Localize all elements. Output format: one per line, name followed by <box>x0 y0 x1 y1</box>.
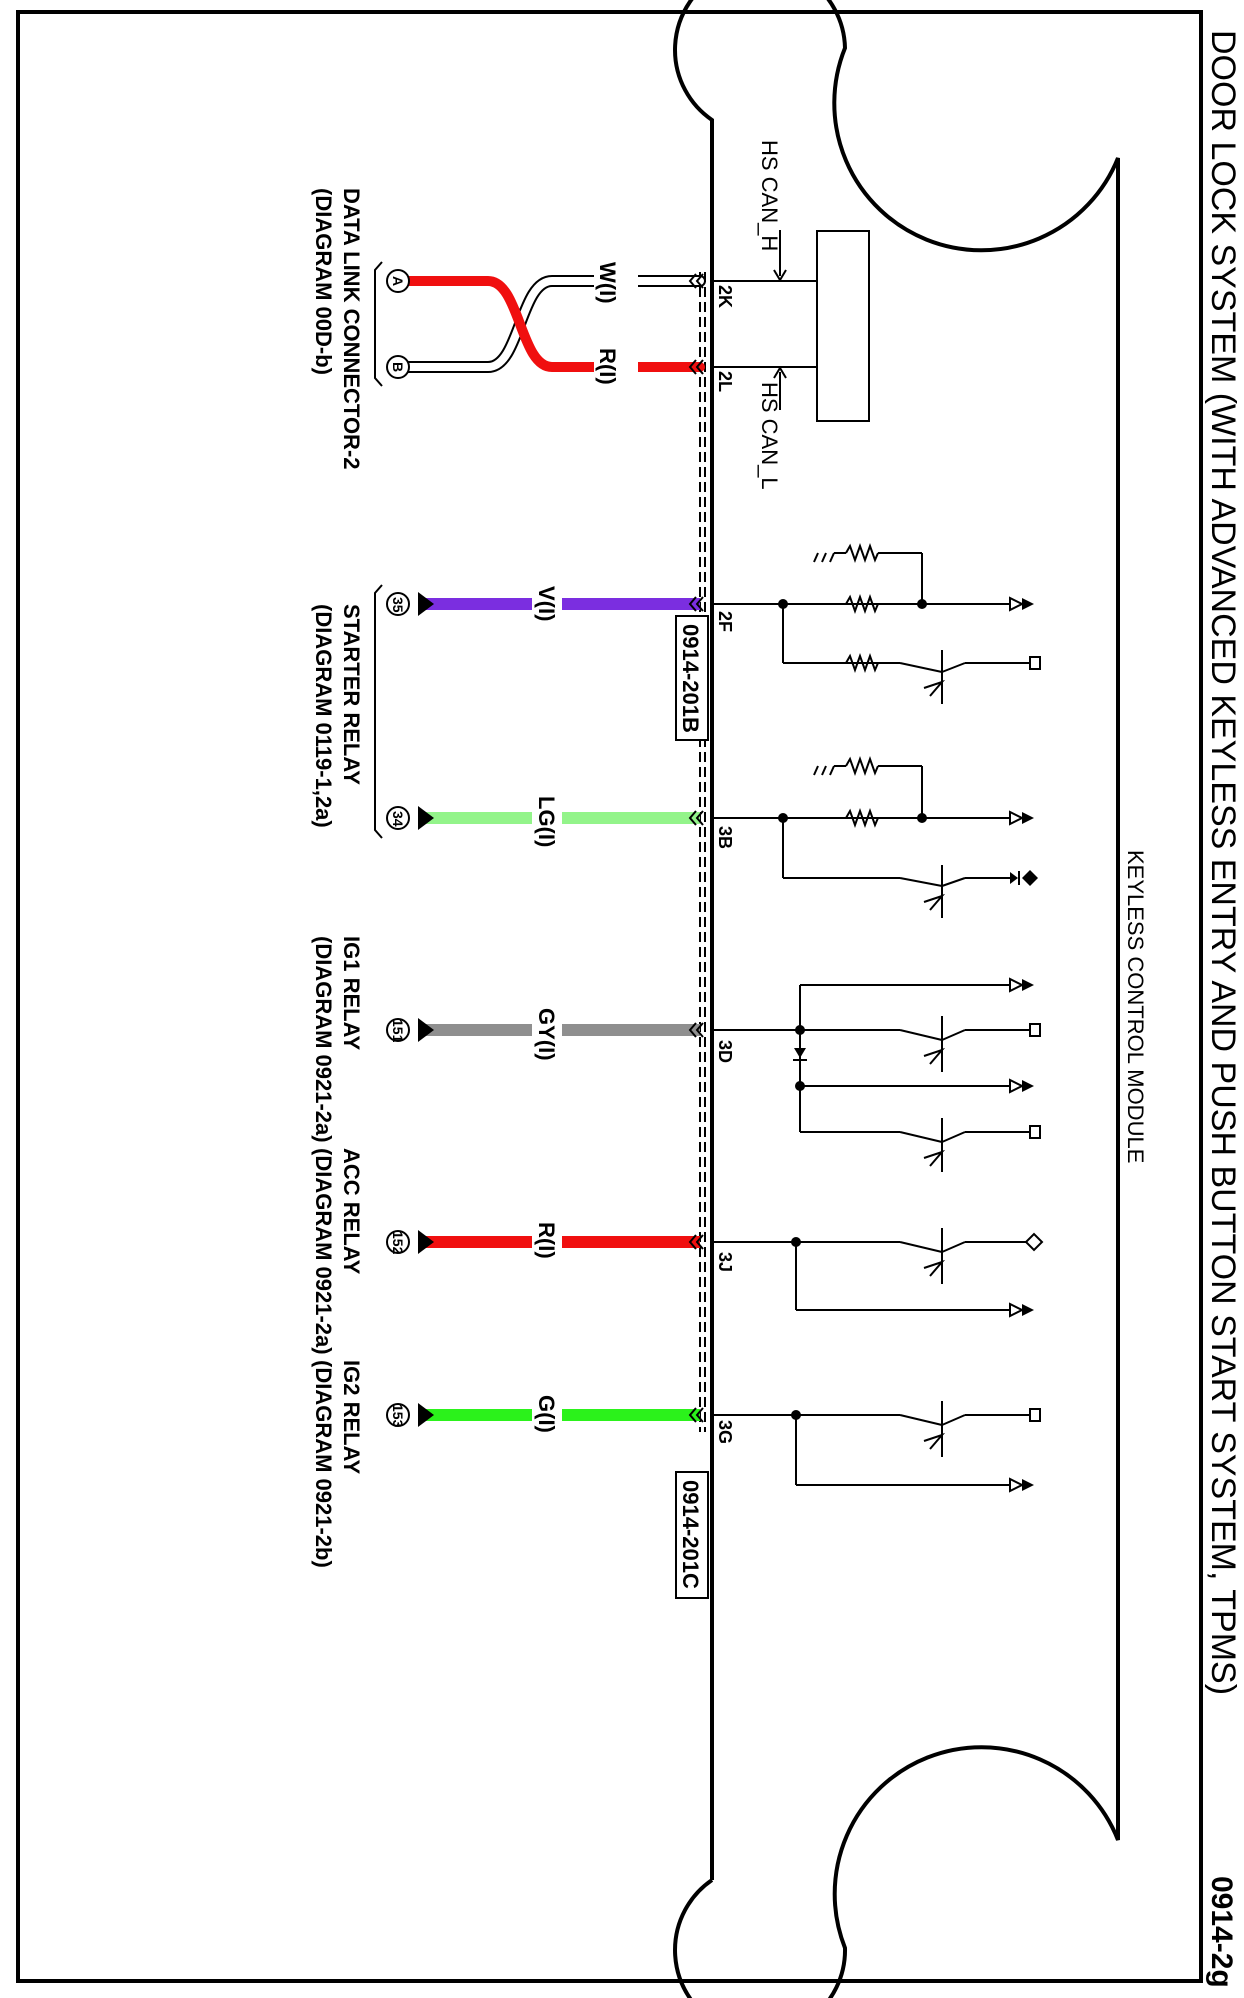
terminal-151: 151 <box>390 1019 406 1043</box>
wire-label-bg <box>532 582 562 628</box>
terminal-152-circle <box>386 1230 410 1254</box>
internal-circuit <box>712 543 1030 1486</box>
signal-can-h: HS CAN_H <box>757 140 782 251</box>
wire-label-v: V(I) <box>534 586 559 621</box>
module-label: KEYLESS CONTROL MODULE <box>1123 850 1148 1163</box>
can-transceiver-box <box>816 230 870 422</box>
shield-bundle <box>699 272 706 1432</box>
dest-starter-ref: (DIAGRAM 0119-1,2a) <box>311 604 336 828</box>
dest-starter-name: STARTER RELAY <box>339 604 364 785</box>
wire-label-lg: LG(I) <box>534 796 559 847</box>
terminal-35: 35 <box>390 597 406 613</box>
pin-3D: 3D <box>715 1040 735 1063</box>
wire-r-can-l <box>395 276 705 372</box>
wire-label-g: G(I) <box>534 1395 559 1433</box>
pin-3J: 3J <box>715 1252 735 1272</box>
wire-label-bg <box>532 1004 562 1062</box>
terminal-153-circle <box>386 1403 410 1427</box>
can-h-arrow-icon <box>773 269 787 282</box>
terminal-151-circle <box>386 1018 410 1042</box>
terminal-152: 152 <box>390 1231 406 1255</box>
pin-2L: 2L <box>715 371 735 392</box>
terminal-153: 153 <box>390 1404 406 1428</box>
connector-ref-box-lower <box>675 1471 709 1599</box>
dest-ig2-name: IG2 RELAY <box>339 1360 364 1474</box>
dest-ig2-ref: (DIAGRAM 0921-2b) <box>311 1360 336 1568</box>
dest-acc-ref: (DIAGRAM 0921-2a) <box>311 1148 336 1355</box>
wire-label-gy: GY(I) <box>534 1008 559 1061</box>
wire-label-bg <box>594 258 638 304</box>
dest-ig1-name: IG1 RELAY <box>339 936 364 1050</box>
keyless-control-module-outline <box>673 0 1120 1998</box>
diode-icon <box>793 1048 807 1061</box>
internal-terminals <box>1009 596 1044 1493</box>
diagram-title: DOOR LOCK SYSTEM (WITH ADVANCED KEYLESS … <box>1204 30 1242 1695</box>
terminal-34: 34 <box>390 811 406 827</box>
pin-3B: 3B <box>715 826 735 849</box>
terminal-a: A <box>390 276 406 286</box>
diagram-code: 0914-2g <box>1205 1876 1238 1988</box>
terminal-a-circle <box>386 269 410 293</box>
wire-label-r-can: R(I) <box>595 348 620 385</box>
connector-ref-box-upper <box>675 615 709 741</box>
connector-ref-lower: 0914-201C <box>678 1480 703 1589</box>
wire-label-bg <box>532 792 562 850</box>
dlc-bracket <box>374 261 383 387</box>
pin-3G: 3G <box>715 1420 735 1444</box>
dest-dlc-name: DATA LINK CONNECTOR-2 <box>339 188 364 470</box>
pin-2F: 2F <box>715 611 735 632</box>
wire-w-can-h <box>394 275 706 373</box>
wire-label-bg <box>532 1218 562 1264</box>
pin-2K: 2K <box>715 285 735 308</box>
dest-dlc-ref: (DIAGRAM 00D-b) <box>311 188 336 375</box>
dest-acc-name: ACC RELAY <box>339 1148 364 1275</box>
dest-ig1-ref: (DIAGRAM 0921-2a) <box>311 936 336 1143</box>
starter-bracket <box>374 584 383 839</box>
connector-ref-upper: 0914-201B <box>678 624 703 733</box>
terminal-35-circle <box>386 592 410 616</box>
wire-label-r-acc: R(I) <box>534 1222 559 1259</box>
junction-dots <box>778 599 927 1420</box>
terminal-34-circle <box>386 806 410 830</box>
wire-label-bg <box>532 1391 562 1437</box>
wire-label-w: W(I) <box>595 262 620 304</box>
wire-label-bg <box>594 344 638 390</box>
page-frame <box>16 10 1203 1983</box>
can-l-arrow-icon <box>773 366 787 379</box>
terminal-b: B <box>390 362 406 372</box>
destination-arrowheads <box>418 592 434 1427</box>
signal-can-l: HS CAN_L <box>757 382 782 490</box>
connector-chevrons <box>688 273 704 1423</box>
terminal-b-circle <box>386 355 410 379</box>
diode-icon <box>1010 871 1020 885</box>
